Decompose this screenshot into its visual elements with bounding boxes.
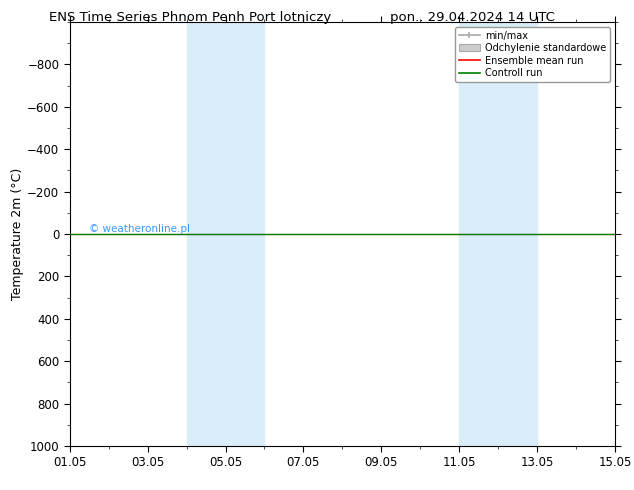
Text: © weatheronline.pl: © weatheronline.pl [89, 224, 190, 234]
Y-axis label: Temperature 2m (°C): Temperature 2m (°C) [11, 168, 25, 300]
Bar [459, 22, 537, 446]
Text: ENS Time Series Phnom Penh Port lotniczy: ENS Time Series Phnom Penh Port lotniczy [49, 11, 332, 24]
Bar [186, 22, 264, 446]
Legend: min/max, Odchylenie standardowe, Ensemble mean run, Controll run: min/max, Odchylenie standardowe, Ensembl… [455, 27, 610, 82]
Text: pon.. 29.04.2024 14 UTC: pon.. 29.04.2024 14 UTC [390, 11, 555, 24]
